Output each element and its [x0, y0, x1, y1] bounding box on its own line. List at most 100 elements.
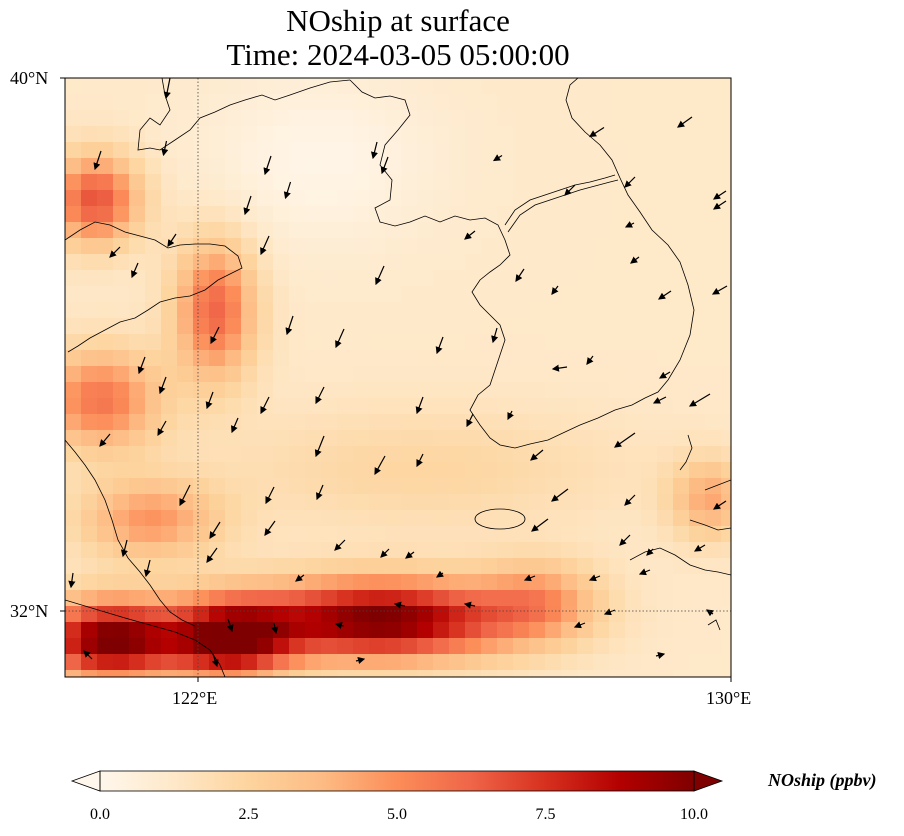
field-cell — [385, 222, 402, 239]
field-cell — [545, 398, 562, 415]
field-cell — [305, 526, 322, 543]
field-cell — [273, 158, 290, 175]
field-cell — [289, 126, 306, 143]
field-cell — [161, 222, 178, 239]
field-cell — [465, 206, 482, 223]
field-cell — [97, 142, 114, 159]
field-cell — [337, 398, 354, 415]
field-cell — [81, 430, 98, 447]
field-cell — [305, 654, 322, 671]
field-cell — [177, 286, 194, 303]
field-cell — [593, 606, 610, 623]
field-cell — [177, 494, 194, 511]
field-cell — [113, 654, 130, 671]
wind-arrow — [619, 534, 631, 546]
field-cell — [529, 222, 546, 239]
field-cell — [273, 430, 290, 447]
field-cell — [81, 654, 98, 671]
field-cell — [529, 526, 546, 543]
field-cell — [433, 542, 450, 559]
wind-arrow — [531, 518, 549, 532]
wind-arrow — [564, 184, 576, 196]
field-cell — [689, 158, 706, 175]
field-cell — [161, 590, 178, 607]
field-cell — [401, 270, 418, 287]
field-cell — [577, 654, 594, 671]
field-cell — [705, 478, 722, 495]
field-cell — [353, 142, 370, 159]
field-cell — [689, 238, 706, 255]
field-cell — [625, 494, 642, 511]
field-cell — [673, 350, 690, 367]
field-cell — [625, 174, 642, 191]
field-cell — [129, 398, 146, 415]
field-cell — [209, 670, 226, 677]
field-cell — [129, 446, 146, 463]
field-cell — [609, 350, 626, 367]
field-cell — [353, 430, 370, 447]
field-cell — [337, 286, 354, 303]
field-cell — [225, 174, 242, 191]
field-cell — [593, 254, 610, 271]
field-cell — [497, 558, 514, 575]
field-cell — [273, 222, 290, 239]
field-cell — [209, 446, 226, 463]
field-cell — [449, 286, 466, 303]
field-cell — [401, 94, 418, 111]
field-cell — [657, 478, 674, 495]
field-cell — [721, 398, 731, 415]
field-cell — [97, 206, 114, 223]
field-cell — [529, 462, 546, 479]
field-cell — [369, 142, 386, 159]
field-cell — [353, 318, 370, 335]
field-cell — [241, 590, 258, 607]
field-cell — [353, 302, 370, 319]
field-cell — [449, 254, 466, 271]
field-cell — [625, 622, 642, 639]
field-cell — [689, 638, 706, 655]
field-cell — [497, 638, 514, 655]
field-cell — [433, 366, 450, 383]
wind-arrow — [380, 548, 390, 558]
field-cell — [561, 350, 578, 367]
wind-vectors — [68, 78, 728, 668]
field-cell — [497, 526, 514, 543]
field-cell — [641, 94, 658, 111]
field-cell — [561, 190, 578, 207]
field-cell — [225, 430, 242, 447]
field-cell — [209, 206, 226, 223]
field-cell — [577, 158, 594, 175]
field-cell — [289, 318, 306, 335]
field-cell — [673, 206, 690, 223]
field-cell — [321, 206, 338, 223]
field-cell — [561, 286, 578, 303]
field-cell — [241, 654, 258, 671]
field-cell — [257, 574, 274, 591]
field-cell — [129, 206, 146, 223]
field-cell — [529, 510, 546, 527]
field-cell — [129, 558, 146, 575]
wind-arrow — [265, 486, 275, 505]
field-cell — [705, 366, 722, 383]
field-cell — [657, 206, 674, 223]
field-cell — [273, 462, 290, 479]
field-cell — [193, 126, 210, 143]
field-cell — [369, 350, 386, 367]
field-cell — [497, 350, 514, 367]
field-cell — [433, 110, 450, 127]
field-cell — [289, 654, 306, 671]
field-cell — [65, 622, 82, 639]
field-cell — [657, 142, 674, 159]
field-cell — [177, 190, 194, 207]
field-cell — [193, 446, 210, 463]
field-cell — [65, 398, 82, 415]
field-cell — [529, 542, 546, 559]
field-cell — [257, 430, 274, 447]
field-cell — [273, 510, 290, 527]
field-cell — [145, 638, 162, 655]
field-cell — [65, 334, 82, 351]
field-cell — [609, 654, 626, 671]
field-cell — [193, 366, 210, 383]
field-cell — [161, 526, 178, 543]
field-cell — [289, 270, 306, 287]
